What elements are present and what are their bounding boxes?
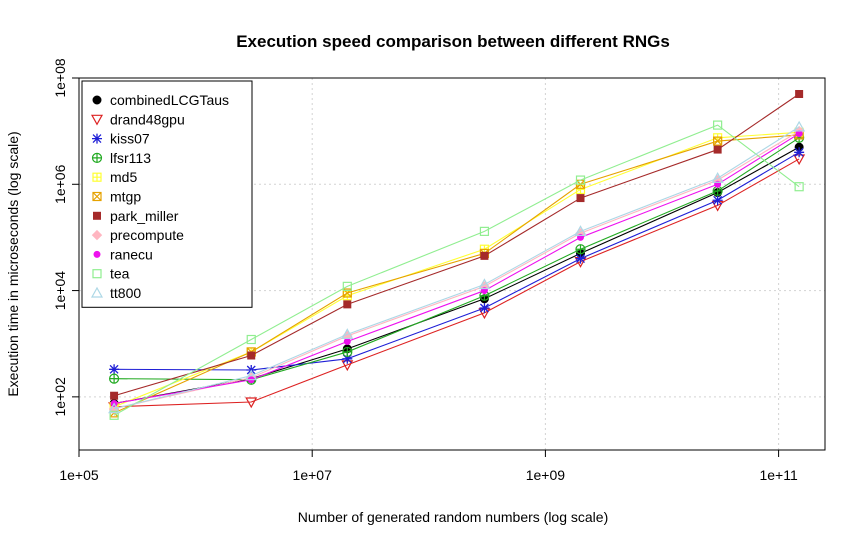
data-point — [479, 302, 490, 313]
legend-label: md5 — [110, 169, 137, 185]
data-point — [795, 89, 804, 98]
data-point — [794, 182, 804, 192]
x-tick-label: 1e+05 — [59, 467, 99, 483]
legend-label: drand48gpu — [110, 111, 185, 127]
legend-label: lfsr113 — [110, 150, 151, 166]
y-axis: 1e+02 1e+04 1e+06 1e+08 — [52, 58, 79, 417]
legend: combinedLCGTaus drand48gpu kiss07 lfsr113 md… — [81, 80, 253, 308]
y-tick-label: 1e+06 — [52, 164, 68, 204]
legend-item: tea — [92, 266, 130, 282]
legend-marker — [92, 191, 102, 202]
data-point — [575, 175, 586, 185]
legend-marker — [92, 269, 102, 279]
legend-label: park_miller — [110, 208, 179, 224]
data-point — [576, 194, 585, 203]
x-tick-label: 1e+07 — [293, 467, 333, 483]
data-point — [713, 145, 722, 154]
data-point — [343, 300, 352, 309]
data-point — [480, 251, 489, 260]
data-point — [794, 147, 805, 158]
series-line — [113, 124, 800, 416]
series-layer — [108, 89, 806, 420]
x-tick-label: 1e+09 — [526, 467, 566, 483]
y-axis-label: Execution time in microseconds (log scal… — [5, 131, 21, 396]
y-tick-label: 1e+08 — [52, 58, 68, 98]
legend-box — [81, 80, 253, 308]
legend-label: precompute — [110, 227, 184, 243]
legend-label: mtgp — [110, 189, 141, 205]
data-point — [712, 195, 723, 206]
legend-marker — [92, 172, 102, 182]
data-point — [711, 171, 724, 183]
data-point — [575, 253, 586, 264]
data-point — [713, 136, 723, 146]
x-axis-label: Number of generated random numbers (log … — [298, 509, 609, 525]
data-point — [574, 225, 587, 236]
legend-item: park_miller — [93, 208, 179, 224]
legend-label: tea — [110, 266, 130, 282]
data-point — [793, 120, 806, 132]
chart-title: Execution speed comparison between diffe… — [236, 32, 670, 51]
legend-marker — [93, 250, 101, 258]
series-tea — [109, 120, 804, 420]
data-point — [341, 328, 354, 339]
legend-marker — [92, 95, 102, 105]
data-point — [108, 402, 121, 414]
legend-item: lfsr113 — [91, 150, 151, 166]
legend-item: ranecu — [93, 246, 153, 262]
data-point — [109, 410, 119, 420]
legend-marker — [90, 286, 104, 298]
legend-marker — [91, 229, 103, 241]
data-point — [109, 364, 120, 375]
data-point — [247, 351, 256, 360]
legend-item: tt800 — [90, 285, 141, 301]
data-point — [342, 346, 353, 358]
legend-item: mtgp — [92, 189, 141, 205]
data-point — [110, 391, 119, 400]
y-tick-label: 1e+04 — [52, 271, 68, 311]
legend-marker — [93, 211, 101, 220]
x-axis: 1e+05 1e+07 1e+09 1e+11 — [59, 450, 798, 483]
y-tick-label: 1e+02 — [52, 377, 68, 417]
legend-marker — [91, 152, 103, 163]
plot-frame — [78, 77, 826, 451]
series-park-miller — [110, 89, 804, 400]
data-point — [343, 338, 351, 346]
data-point — [479, 226, 490, 236]
data-point — [245, 369, 258, 381]
legend-item: combinedLCGTaus — [92, 92, 229, 108]
legend-item: md5 — [92, 169, 137, 185]
data-point — [478, 278, 491, 290]
legend-item: precompute — [91, 227, 184, 243]
data-point — [109, 373, 120, 384]
series-tt800 — [108, 120, 806, 414]
legend-label: combinedLCGTaus — [110, 92, 229, 108]
legend-marker — [90, 114, 104, 126]
data-point — [245, 397, 258, 409]
legend-label: ranecu — [110, 246, 153, 262]
legend-item: kiss07 — [92, 131, 150, 147]
data-point — [246, 334, 256, 345]
data-point — [575, 244, 586, 255]
legend-item: drand48gpu — [90, 111, 185, 127]
data-point — [575, 184, 586, 195]
data-point — [342, 353, 353, 364]
legend-marker — [92, 133, 102, 144]
series-line — [113, 126, 800, 410]
legend-label: tt800 — [110, 285, 141, 301]
data-point — [342, 281, 352, 291]
data-point — [713, 120, 723, 130]
x-tick-label: 1e+11 — [759, 467, 797, 483]
legend-label: kiss07 — [110, 131, 150, 147]
